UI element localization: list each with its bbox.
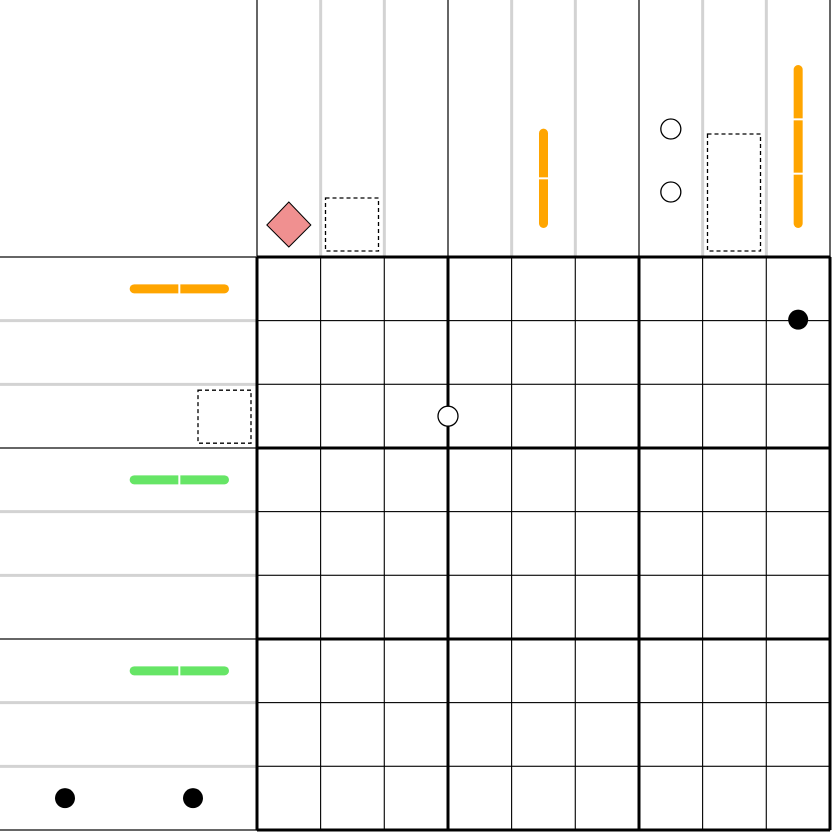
grid-cell[interactable] — [574, 511, 640, 576]
circle-clue-icon — [660, 118, 682, 140]
grid-cell[interactable] — [383, 320, 449, 385]
grid-cell[interactable] — [511, 574, 576, 640]
grid-cell[interactable] — [447, 702, 513, 767]
grid-cell[interactable] — [702, 256, 767, 322]
grid-cell[interactable] — [447, 765, 513, 831]
grid-cell[interactable] — [447, 574, 513, 640]
grid-cell[interactable] — [765, 511, 831, 576]
grid-cell[interactable] — [702, 574, 767, 640]
grid-cell[interactable] — [765, 765, 831, 831]
grid-cell[interactable] — [574, 702, 640, 767]
grid-cell[interactable] — [256, 511, 322, 576]
dashed-box-clue-icon — [197, 389, 252, 444]
grid-cell[interactable] — [574, 320, 640, 385]
grid-cell[interactable] — [320, 256, 385, 322]
grid-cell[interactable] — [511, 638, 576, 704]
grid-cell[interactable] — [765, 574, 831, 640]
grid-cell[interactable] — [574, 383, 640, 449]
grid-cell[interactable] — [638, 765, 704, 831]
grid-cell[interactable] — [447, 320, 513, 385]
grid-cell[interactable] — [765, 638, 831, 704]
grid-cell[interactable] — [256, 638, 322, 704]
grid-cell[interactable] — [256, 702, 322, 767]
grid-cell[interactable] — [765, 447, 831, 513]
grid-cell[interactable] — [383, 702, 449, 767]
grid-cell[interactable] — [702, 320, 767, 385]
diamond-clue-icon — [266, 201, 312, 248]
grid-cell[interactable] — [511, 320, 576, 385]
grid-cell[interactable] — [638, 320, 704, 385]
grid-cell[interactable] — [320, 511, 385, 576]
grid-cell[interactable] — [638, 256, 704, 322]
grid-cell[interactable] — [511, 256, 576, 322]
grid-cell[interactable] — [765, 320, 831, 385]
dashed-box-clue-icon — [706, 133, 762, 252]
grid-cell[interactable] — [638, 383, 704, 449]
grid-cell[interactable] — [574, 765, 640, 831]
grid-cell[interactable] — [320, 383, 385, 449]
grid-cell[interactable] — [383, 574, 449, 640]
grid-cell[interactable] — [320, 574, 385, 640]
grid-cell[interactable] — [320, 320, 385, 385]
grid-cell[interactable] — [574, 447, 640, 513]
dot-clue-icon — [55, 788, 75, 809]
grid-cell[interactable] — [765, 383, 831, 449]
grid-cell[interactable] — [638, 511, 704, 576]
circle-clue-icon — [660, 181, 682, 203]
grid-cell[interactable] — [320, 702, 385, 767]
grid-cell[interactable] — [574, 256, 640, 322]
grid-cell[interactable] — [702, 702, 767, 767]
grid-cell[interactable] — [638, 574, 704, 640]
grid-cell[interactable] — [383, 511, 449, 576]
grid-cell[interactable] — [256, 447, 322, 513]
grid-cell[interactable] — [383, 765, 449, 831]
grid-cell[interactable] — [383, 256, 449, 322]
grid-cell[interactable] — [320, 447, 385, 513]
grid-cell[interactable] — [320, 765, 385, 831]
grid-cell[interactable] — [638, 702, 704, 767]
grid-cell[interactable] — [447, 511, 513, 576]
grid-cell[interactable] — [574, 638, 640, 704]
grid-cell[interactable] — [638, 447, 704, 513]
grid-cell[interactable] — [447, 256, 513, 322]
grid-cell[interactable] — [638, 638, 704, 704]
grid-cell[interactable] — [702, 383, 767, 449]
bar-clue-icon — [793, 65, 803, 228]
grid-cell[interactable] — [765, 702, 831, 767]
grid-cell[interactable] — [511, 447, 576, 513]
grid-cell[interactable] — [511, 765, 576, 831]
grid-cell[interactable] — [511, 383, 576, 449]
grid-cell[interactable] — [256, 256, 322, 322]
grid-cell[interactable] — [447, 638, 513, 704]
black-dot-marker-icon — [788, 309, 809, 330]
grid-cell[interactable] — [256, 765, 322, 831]
grid-cell[interactable] — [702, 765, 767, 831]
grid-cell[interactable] — [256, 574, 322, 640]
grid-cell[interactable] — [511, 511, 576, 576]
grid-cell[interactable] — [447, 447, 513, 513]
white-circle-marker-icon — [437, 405, 459, 427]
dashed-box-clue-icon — [324, 197, 380, 252]
grid-cell[interactable] — [574, 574, 640, 640]
grid-cell[interactable] — [702, 638, 767, 704]
grid-cell[interactable] — [702, 447, 767, 513]
grid-cell[interactable] — [256, 320, 322, 385]
grid-cell[interactable] — [320, 638, 385, 704]
grid-cell[interactable] — [702, 511, 767, 576]
grid-cell[interactable] — [383, 638, 449, 704]
grid-cell[interactable] — [256, 383, 322, 449]
grid-cell[interactable] — [383, 447, 449, 513]
grid-cell[interactable] — [511, 702, 576, 767]
dot-clue-icon — [183, 788, 203, 809]
